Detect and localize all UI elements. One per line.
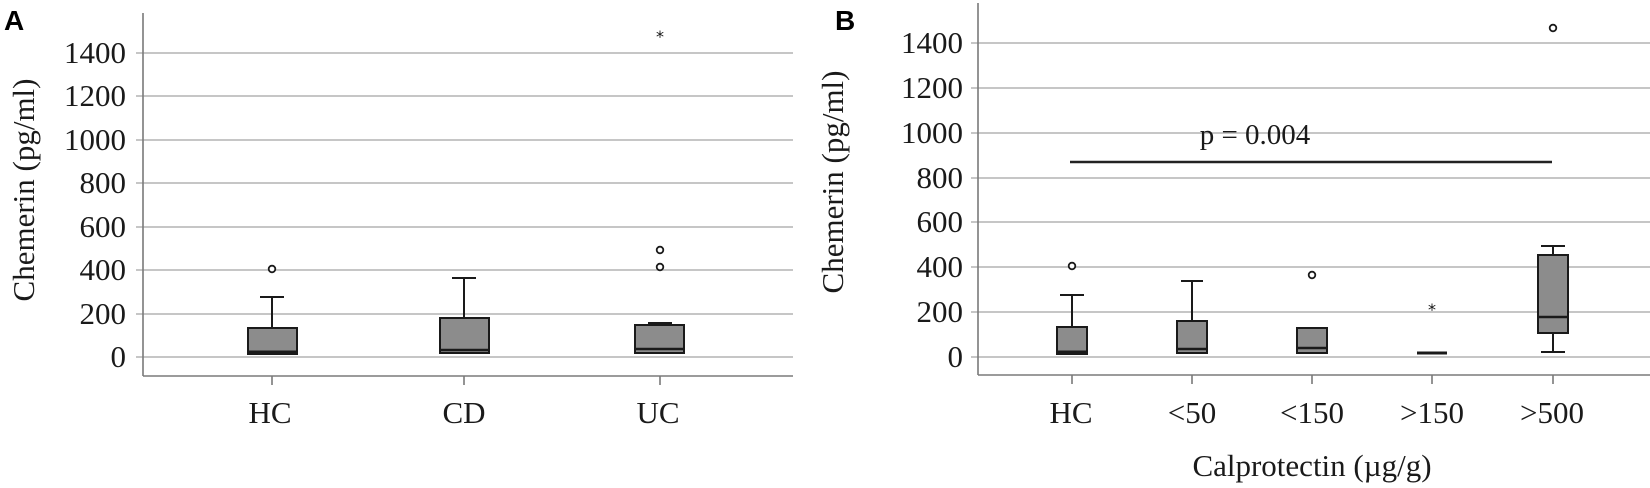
y-tick-label: 1200 <box>64 78 126 113</box>
panel-b-box-lt50 <box>1176 280 1208 354</box>
x-tick-label: UC <box>636 395 679 430</box>
y-tick-label: 1000 <box>64 122 126 157</box>
panel-b-y-axis-title: Chemerin (pg/ml) <box>815 71 850 294</box>
panel-b-y-tick-labels: 1400 1200 1000 800 600 400 200 0 <box>901 25 963 374</box>
x-tick-label: >500 <box>1520 395 1584 430</box>
panel-a-x-ticks <box>271 376 661 385</box>
x-tick-label: HC <box>248 395 291 430</box>
p-value-label: p = 0.004 <box>1200 119 1311 151</box>
panel-b-x-axis-title: Calprotectin (µg/g) <box>1192 448 1431 483</box>
y-tick-label: 1400 <box>64 35 126 70</box>
y-tick-label: 800 <box>80 165 127 200</box>
y-tick-label: 0 <box>111 339 127 374</box>
extreme-star-icon: * <box>656 27 664 46</box>
y-tick-label: 400 <box>80 252 127 287</box>
panel-a-y-tick-labels: 1400 1200 1000 800 600 400 200 0 <box>64 35 126 374</box>
panel-a-gridlines <box>136 52 793 358</box>
y-tick-label: 600 <box>80 209 127 244</box>
y-tick-label: 800 <box>917 160 964 195</box>
x-tick-label: <150 <box>1280 395 1344 430</box>
extreme-star-icon: * <box>1428 300 1436 319</box>
panel-a: A 1400 1200 1000 800 600 400 <box>4 5 793 430</box>
panel-b: B 1400 1200 1000 800 600 400 <box>815 3 1650 483</box>
panel-b-x-ticks <box>1071 375 1554 384</box>
y-tick-label: 400 <box>917 249 964 284</box>
x-tick-label: >150 <box>1400 395 1464 430</box>
panel-b-box-hc <box>1056 261 1088 355</box>
y-tick-label: 0 <box>948 339 964 374</box>
x-tick-label: CD <box>442 395 485 430</box>
x-tick-label: <50 <box>1168 395 1216 430</box>
y-tick-label: 1200 <box>901 70 963 105</box>
panel-b-x-tick-labels: HC <50 <150 >150 >500 <box>1049 395 1584 430</box>
panel-a-box-uc <box>634 245 685 354</box>
panel-b-box-lt150 <box>1296 270 1328 354</box>
y-tick-label: 600 <box>917 204 964 239</box>
y-tick-label: 200 <box>917 294 964 329</box>
x-tick-label: HC <box>1049 395 1092 430</box>
y-tick-label: 1000 <box>901 115 963 150</box>
panel-a-x-tick-labels: HC CD UC <box>248 395 679 430</box>
panel-a-y-axis-title: Chemerin (pg/ml) <box>6 79 41 302</box>
panel-label-b: B <box>835 5 855 36</box>
panel-b-box-gt500 <box>1537 23 1569 353</box>
panel-a-box-hc <box>247 264 298 355</box>
y-tick-label: 1400 <box>901 25 963 60</box>
panel-b-gridlines <box>971 42 1650 358</box>
panel-label-a: A <box>4 5 24 36</box>
panel-a-box-cd <box>439 277 490 354</box>
y-tick-label: 200 <box>80 296 127 331</box>
